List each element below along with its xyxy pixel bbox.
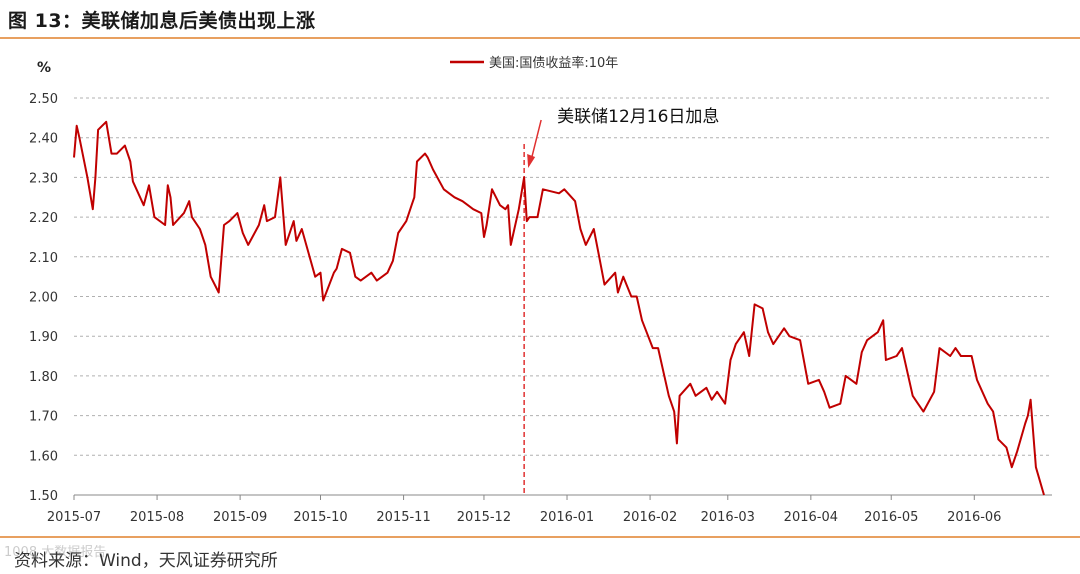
y-axis-unit: % bbox=[37, 60, 51, 76]
source-note: 资料来源：Wind，天风证券研究所 bbox=[14, 551, 278, 571]
annotations: 美联储12月16日加息 bbox=[523, 107, 719, 495]
annotation-arrow-head bbox=[527, 154, 536, 168]
y-tick-label: 2.50 bbox=[29, 92, 58, 107]
y-tick-label: 2.30 bbox=[29, 171, 58, 186]
x-tick-label: 2016-06 bbox=[947, 510, 1001, 525]
x-tick-label: 2016-02 bbox=[623, 510, 677, 525]
x-tick-label: 2015-07 bbox=[47, 510, 101, 525]
footer-rule bbox=[0, 536, 1080, 538]
y-tick-label: 1.80 bbox=[29, 370, 58, 385]
x-tick-label: 2015-08 bbox=[130, 510, 184, 525]
figure-title: 图 13：美联储加息后美债出现上涨 bbox=[8, 10, 316, 32]
chart: 1.50 1.60 1.70 1.80 1.90 2.00 2.10 2.20 2.30 2.40… bbox=[29, 55, 1052, 525]
gridlines bbox=[74, 97, 1052, 456]
annotation-arrow-shaft bbox=[530, 119, 542, 161]
watermark: 1008 大数据报告 bbox=[4, 545, 107, 560]
x-tick-label: 2015-11 bbox=[376, 510, 430, 525]
x-tick-label: 2016-01 bbox=[540, 510, 594, 525]
y-tick-label: 2.20 bbox=[29, 211, 58, 226]
x-tick-label: 2016-05 bbox=[864, 510, 918, 525]
y-tick-label: 2.40 bbox=[29, 132, 58, 147]
legend: 美国:国债收益率:10年 bbox=[450, 55, 618, 71]
annotation-label: 美联储12月16日加息 bbox=[557, 107, 719, 127]
series-layer bbox=[73, 120, 1045, 496]
title-rule bbox=[0, 37, 1080, 39]
x-tick-label: 2016-04 bbox=[784, 510, 838, 525]
y-tick-label: 1.60 bbox=[29, 449, 58, 464]
axes: 1.50 1.60 1.70 1.80 1.90 2.00 2.10 2.20 2.30 2.40… bbox=[29, 92, 1052, 525]
series-line bbox=[73, 120, 1045, 496]
legend-label: 美国:国债收益率:10年 bbox=[489, 55, 618, 71]
x-tick-label: 2016-03 bbox=[701, 510, 755, 525]
x-tick-label: 2015-12 bbox=[457, 510, 511, 525]
x-tick-label: 2015-09 bbox=[213, 510, 267, 525]
y-tick-label: 2.00 bbox=[29, 291, 58, 306]
y-tick-label: 1.90 bbox=[29, 330, 58, 345]
y-tick-label: 1.50 bbox=[29, 489, 58, 504]
x-tick-label: 2015-10 bbox=[293, 510, 347, 525]
y-tick-label: 2.10 bbox=[29, 251, 58, 266]
y-tick-label: 1.70 bbox=[29, 410, 58, 425]
